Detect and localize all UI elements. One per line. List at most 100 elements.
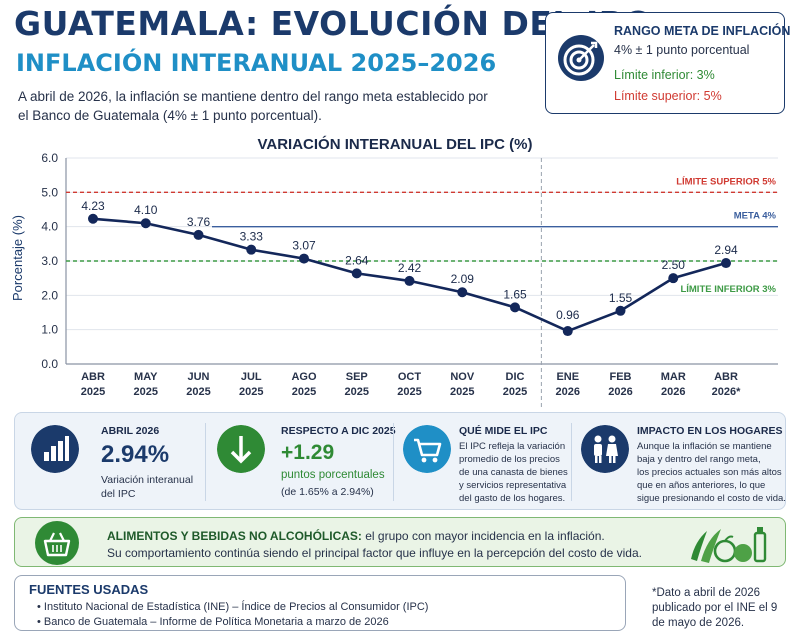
page-title: GUATEMALA: EVOLUCIÓN DEL IPC [14,4,649,43]
data-point [246,244,257,255]
y-tick-label: 4.0 [41,220,58,234]
x-tick-label: MAY [134,371,158,383]
data-point [193,229,204,240]
intro-text: A abril de 2026, la inflación se mantien… [18,89,488,123]
card-vs-dec-line1: puntos porcentuales [281,469,385,481]
target-range-subtitle: 4% ± 1 punto porcentual [614,43,750,57]
x-tick-label: 2025 [186,386,210,398]
y-tick-label: 1.0 [41,323,58,337]
x-tick-label: ABR [714,371,738,383]
data-point [721,258,731,269]
x-tick-label: FEB [610,371,632,383]
card-what-title: QUÉ MIDE EL IPC [459,425,548,437]
x-tick-label: 2026 [556,386,580,398]
card-impact-line: baja y dentro del rango meta, [637,454,761,465]
target-range-box: RANGO META DE INFLACIÓN 4% ± 1 punto por… [545,12,790,114]
food-line-2: Su comportamiento continúa siendo el pri… [107,546,642,560]
data-point [457,287,468,298]
card-what-line: El IPC refleja la variación [459,441,566,452]
x-tick-label: 2025 [292,386,316,398]
data-point [404,275,415,286]
data-label: 3.76 [187,215,211,229]
y-tick-label: 5.0 [41,185,58,199]
data-label: 1.55 [609,291,633,305]
x-tick-label: AGO [291,371,317,383]
x-tick-label: SEP [346,371,368,383]
food-highlight: ALIMENTOS Y BEBIDAS NO ALCOHÓLICAS: [107,529,362,543]
bar-chart-icon [31,425,79,473]
card-april-line2: del IPC [101,488,136,500]
card-impact-line: los precios actuales son más altos [637,467,782,478]
card-vs-dec-line2: (de 1.65% a 2.94%) [281,486,374,498]
x-tick-label: JUL [241,371,262,383]
data-label: 4.23 [81,199,105,213]
x-tick-label: NOV [450,371,475,383]
x-tick-label: 2025 [345,386,369,398]
data-label: 2.42 [398,261,422,275]
data-point [510,302,520,313]
data-label: 4.10 [134,203,158,217]
data-label: 1.65 [503,287,527,301]
x-tick-label: ABR [81,371,105,383]
card-april-line1: Variación interanual [101,474,194,486]
sources-box: FUENTES USADAS • Instituto Nacional de E… [14,575,626,631]
card-vs-dec-value: +1.29 [281,441,335,464]
card-divider [571,423,572,501]
page-subtitle: INFLACIÓN INTERANUAL 2025–2026 [16,49,497,77]
reference-line-label: LÍMITE INFERIOR 3% [680,284,776,295]
summary-cards: ABRIL 2026 2.94% Variación interanual de… [14,412,786,510]
food-line-1: ALIMENTOS Y BEBIDAS NO ALCOHÓLICAS: el g… [107,529,605,543]
ipc-series: 4.23 4.10 3.76 3.33 3.07 2.64 2.42 2.09 1.65 0.96… [81,199,738,337]
data-point [140,218,151,229]
data-label: 3.07 [292,239,316,253]
data-label: 2.94 [714,243,738,257]
card-what-ipc: QUÉ MIDE EL IPC El IPC refleja la variac… [393,413,571,511]
target-range-title: RANGO META DE INFLACIÓN [614,24,791,38]
card-april-value: 2.94% [101,441,170,468]
card-april-title: ABRIL 2026 [101,425,160,437]
data-point [668,273,679,284]
card-what-line: del gasto de los hogares. [459,493,566,504]
y-tick-label: 6.0 [41,151,58,165]
y-axis-label: Porcentaje (%) [10,215,25,301]
footnote: *Dato a abril de 2026 publicado por el I… [652,587,778,629]
upper-limit-text: Límite superior: 5% [614,89,722,103]
vegetables-icon [691,527,767,563]
sources-title: FUENTES USADAS [29,582,149,597]
x-tick-label: 2025 [239,386,263,398]
card-what-line: de una canasta de bienes [459,467,568,478]
card-impact-title: IMPACTO EN LOS HOGARES [637,425,783,437]
arrow-down-icon [217,425,265,473]
food-banner: ALIMENTOS Y BEBIDAS NO ALCOHÓLICAS: el g… [14,517,786,567]
data-point [299,253,309,264]
x-tick-label: 2026 [608,386,632,398]
y-tick-label: 3.0 [41,254,58,268]
shopping-cart-icon [403,425,451,473]
data-label: 0.96 [556,308,580,322]
x-tick-label: DIC [506,371,525,383]
y-tick-label: 0.0 [41,357,58,371]
family-icon [581,425,629,473]
y-axis-ticks: 0.0 1.0 2.0 3.0 4.0 5.0 6.0 [41,151,58,371]
source-item: • Banco de Guatemala – Informe de Políti… [37,616,389,628]
card-april-2026: ABRIL 2026 2.94% Variación interanual de… [15,413,205,511]
data-point [88,213,98,224]
data-label: 2.09 [451,272,475,286]
x-tick-label: JUN [187,371,209,383]
x-axis-ticks: ABR 2025 MAY 2025 JUN 2025 JUL 2025 AGO 2025 SEP 20… [81,371,741,398]
data-label: 2.50 [662,258,686,272]
x-tick-label: 2026 [661,386,685,398]
card-what-line: y servicios representativa [459,480,567,491]
card-impact-line: sigue presionando el costo de vida. [637,493,786,504]
x-tick-label: OCT [398,371,422,383]
card-impact-line: que en años anteriores, lo que [637,480,766,491]
lower-limit-text: Límite inferior: 3% [614,68,715,82]
food-basket-icon [35,521,79,565]
x-tick-label: 2025 [397,386,421,398]
card-vs-dec-title: RESPECTO A DIC 2025 [281,425,396,437]
target-icon [558,35,604,81]
data-label: 3.33 [240,230,264,244]
chart-grid [65,157,778,365]
card-divider [393,423,394,501]
data-point [615,305,626,316]
